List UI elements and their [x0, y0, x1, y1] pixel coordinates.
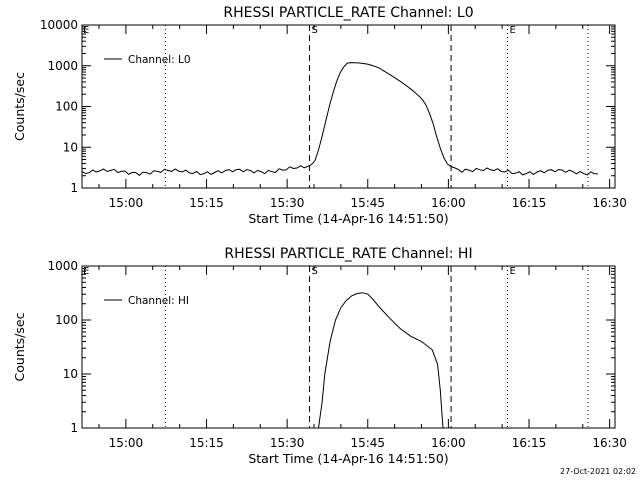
x-tick-label: 16:00	[431, 436, 466, 450]
x-tick-label: 15:45	[350, 436, 385, 450]
y-axis-label: Counts/sec	[12, 72, 27, 141]
y-tick-label: 1	[70, 181, 78, 195]
y-tick-label: 1000	[47, 59, 78, 73]
start-marker-label: S	[312, 25, 318, 36]
x-tick-label: 15:00	[109, 436, 144, 450]
y-tick-label: 1	[70, 421, 78, 435]
y-tick-label: 100	[55, 313, 78, 327]
x-tick-label: 15:45	[350, 196, 385, 210]
series-line-1	[81, 62, 599, 176]
x-tick-label: 15:15	[189, 436, 224, 450]
x-tick-label: 16:15	[512, 196, 547, 210]
x-tick-label: 15:30	[270, 196, 305, 210]
y-tick-label: 10000	[40, 18, 78, 32]
y-tick-label: 100	[55, 100, 78, 114]
plot-timestamp: 27-Oct-2021 02:02	[560, 467, 636, 476]
chart-panel-2: RHESSI PARTICLE_RATE Channel: HI Counts/s…	[12, 246, 627, 466]
y-axis-label: Counts/sec	[12, 312, 27, 381]
chart-title: RHESSI PARTICLE_RATE Channel: L0	[223, 5, 473, 21]
series-line-1	[318, 292, 444, 429]
y-tick-label: 10	[63, 367, 78, 381]
x-axis-label: Start Time (14-Apr-16 14:51:50)	[248, 451, 448, 466]
x-tick-label: 15:15	[189, 196, 224, 210]
x-tick-label: 16:30	[592, 196, 627, 210]
y-tick-label: 1000	[47, 259, 78, 273]
edge-marker-label: E	[83, 25, 89, 36]
x-tick-label: 16:15	[512, 436, 547, 450]
x-tick-label: 16:30	[592, 436, 627, 450]
plot-frame	[81, 265, 616, 429]
x-axis-label: Start Time (14-Apr-16 14:51:50)	[248, 211, 448, 226]
chart-title: RHESSI PARTICLE_RATE Channel: HI	[224, 246, 472, 262]
chart-panel-1: RHESSI PARTICLE_RATE Channel: L0 Counts/s…	[12, 5, 627, 226]
x-tick-label: 16:00	[431, 196, 466, 210]
y-tick-label: 10	[63, 140, 78, 154]
edge-marker-label: E	[83, 266, 89, 277]
x-tick-label: 15:00	[109, 196, 144, 210]
x-tick-label: 15:30	[270, 436, 305, 450]
end-marker-label: E	[510, 25, 516, 36]
end-marker-label: E	[510, 266, 516, 277]
legend-label: Channel: HI	[128, 295, 189, 307]
legend-label: Channel: L0	[128, 54, 191, 66]
plot-frame	[81, 24, 616, 189]
start-marker-label: S	[312, 266, 318, 277]
